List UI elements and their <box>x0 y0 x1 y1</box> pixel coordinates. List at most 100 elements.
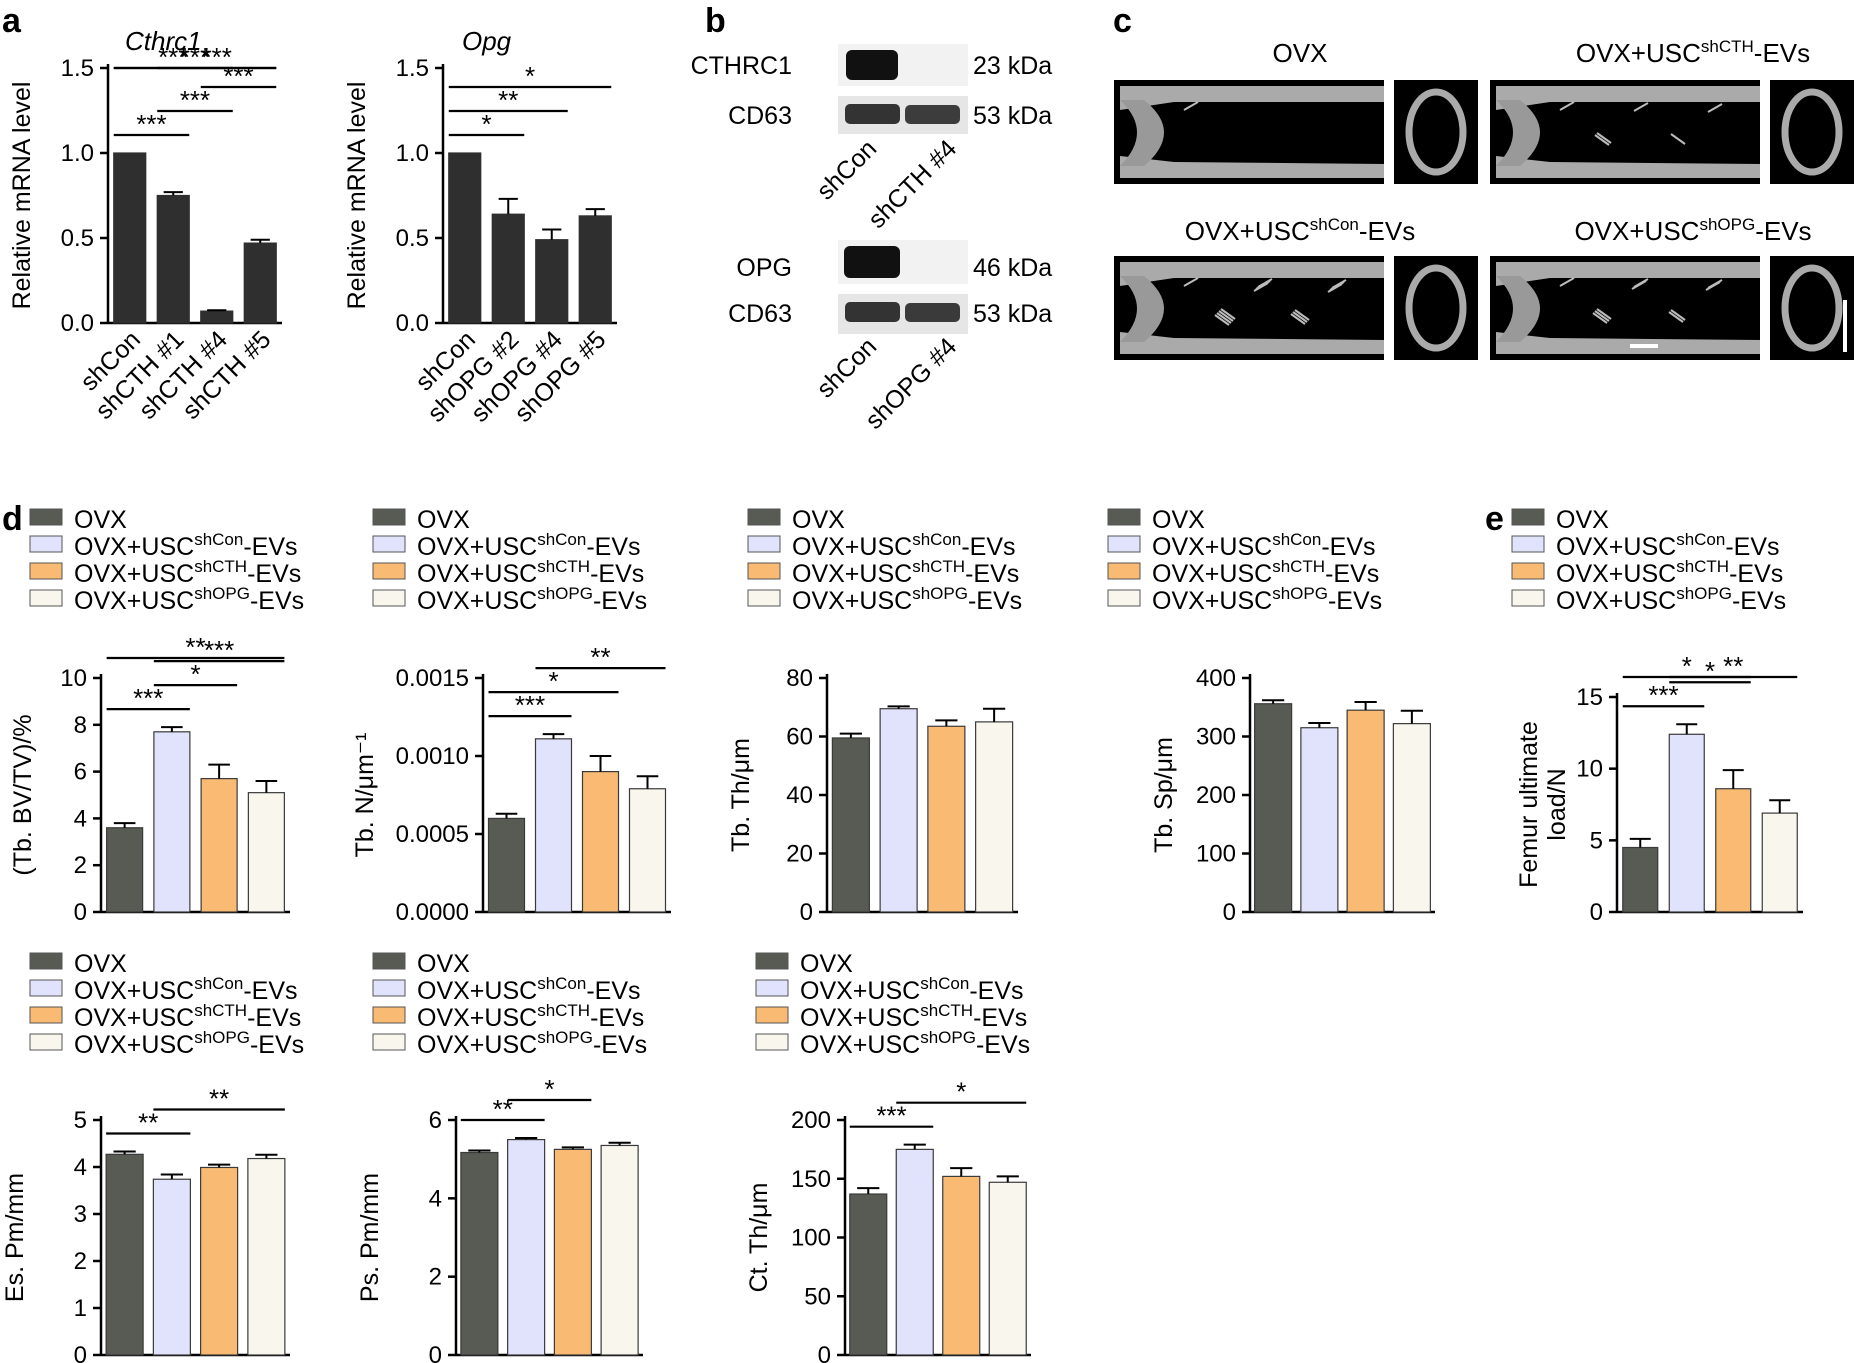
blot-band-label: OPG <box>736 254 792 282</box>
trabecula <box>1594 134 1610 146</box>
y-tick-label: 200 <box>1196 782 1236 809</box>
y-tick-label: 6 <box>429 1107 442 1134</box>
bar <box>156 194 190 324</box>
y-axis-label: Ct. Th/μm <box>745 1183 773 1293</box>
y-tick-label: 300 <box>1196 724 1236 751</box>
label-main: OVX+USC <box>1185 216 1310 246</box>
legend-label: OVX+USCshCTH-EVs <box>1152 557 1379 588</box>
blot-band <box>905 303 960 322</box>
significance-label: *** <box>180 85 210 115</box>
cortical-bone <box>1496 86 1760 110</box>
legend-label: OVX+USCshCon-EVs <box>417 974 641 1005</box>
legend-swatch <box>372 589 406 607</box>
y-tick-label: 0.0005 <box>396 821 469 848</box>
label-superscript: shOPG <box>1699 215 1755 234</box>
chart-title: Cthrc1 <box>125 26 202 56</box>
legend-swatch <box>372 562 406 580</box>
label-superscript: shCon <box>1272 530 1321 549</box>
label-suffix: -EVs <box>250 587 304 615</box>
label-superscript: shCon <box>194 974 243 993</box>
trabecula <box>1216 312 1232 324</box>
label-superscript: shOPG <box>1676 584 1732 603</box>
y-tick-label: 4 <box>74 805 87 832</box>
y-tick-label: 8 <box>74 712 87 739</box>
label-suffix: -EVs <box>965 560 1019 588</box>
bar <box>988 1181 1027 1356</box>
y-tick-label: 10 <box>1576 756 1603 783</box>
legend: OVXOVX+USCshCon-EVsOVX+USCshCTH-EVsOVX+U… <box>372 950 647 1059</box>
panel-label-d: d <box>2 500 23 538</box>
label-main: OVX+USC <box>417 1031 537 1059</box>
trabecula <box>1290 313 1306 325</box>
label-superscript: shOPG <box>920 1028 976 1047</box>
y-tick-label: 2 <box>74 852 87 879</box>
label-main: OVX+USC <box>417 533 537 561</box>
label-main: OVX <box>417 950 470 978</box>
significance-label: ** <box>498 85 518 115</box>
cortical-ring <box>1405 88 1467 176</box>
blot-size-label: 53 kDa <box>973 300 1052 328</box>
legend-swatch <box>29 979 63 997</box>
y-tick-label: 15 <box>1576 684 1603 711</box>
label-suffix: -EVs <box>1754 38 1810 68</box>
legend-label: OVX+USCshCTH-EVs <box>74 1001 301 1032</box>
label-superscript: shCon <box>912 530 961 549</box>
cortical-bone <box>1496 262 1760 286</box>
bar <box>507 1138 546 1356</box>
blot-band <box>845 104 900 124</box>
chart-title: Opg <box>462 26 512 56</box>
label-main: OVX+USC <box>792 560 912 588</box>
label-superscript: shOPG <box>194 1028 250 1047</box>
label-main: OVX+USC <box>800 977 920 1005</box>
y-axis-label: (Tb. BV/TV)/% <box>9 714 37 875</box>
bar <box>1254 703 1293 913</box>
label-suffix: -EVs <box>968 587 1022 615</box>
panel-label-e: e <box>1485 500 1504 538</box>
bar <box>243 242 277 324</box>
bar <box>247 792 285 913</box>
legend: OVXOVX+USCshCon-EVsOVX+USCshCTH-EVsOVX+U… <box>372 506 647 615</box>
trabecula <box>1218 310 1234 322</box>
label-superscript: shCTH <box>912 557 965 576</box>
bar <box>448 152 482 324</box>
label-suffix: -EVs <box>1321 533 1375 561</box>
legend-label: OVX+USCshOPG-EVs <box>792 584 1022 615</box>
y-tick-label: 2 <box>74 1248 87 1275</box>
y-axis-label: Tb. Sp/μm <box>1150 737 1178 853</box>
blot-size-label: 53 kDa <box>973 102 1052 130</box>
label-superscript: shCTH <box>537 1001 590 1020</box>
bar <box>106 827 144 913</box>
microct-label: OVX <box>1273 38 1328 68</box>
bar <box>849 1193 888 1356</box>
bar <box>1715 788 1752 913</box>
legend-swatch <box>372 535 406 553</box>
trabecula <box>1596 132 1612 144</box>
label-main: OVX <box>74 950 127 978</box>
blot-band <box>846 50 898 80</box>
legend-swatch <box>755 1033 789 1051</box>
panel-label-b: b <box>705 2 726 40</box>
label-main: OVX+USC <box>74 1004 194 1032</box>
label-main: OVX+USC <box>74 533 194 561</box>
label-main: OVX+USC <box>417 1004 537 1032</box>
significance-label: * <box>190 659 200 689</box>
legend: OVXOVX+USCshCon-EVsOVX+USCshCTH-EVsOVX+U… <box>755 950 1030 1059</box>
y-tick-label: 0.0015 <box>396 665 469 692</box>
significance-label: *** <box>1648 680 1678 710</box>
label-main: OVX+USC <box>74 560 194 588</box>
label-suffix: -EVs <box>1755 216 1811 246</box>
legend-label: OVX+USCshCon-EVs <box>74 530 298 561</box>
legend-swatch <box>372 952 406 970</box>
significance-label: * <box>525 61 535 91</box>
blot-size-label: 23 kDa <box>973 52 1052 80</box>
label-superscript: shCTH <box>194 1001 247 1020</box>
bar <box>534 738 573 913</box>
label-superscript: shOPG <box>1272 584 1328 603</box>
significance-label: ** <box>1723 651 1743 681</box>
y-tick-label: 100 <box>791 1225 831 1252</box>
bar-chart-d4: 0 100 200 300 400 Tb. Sp/μm <box>1150 665 1435 926</box>
legend-label: OVX <box>417 950 470 978</box>
label-suffix: -EVs <box>593 1031 647 1059</box>
label-superscript: shCon <box>194 530 243 549</box>
